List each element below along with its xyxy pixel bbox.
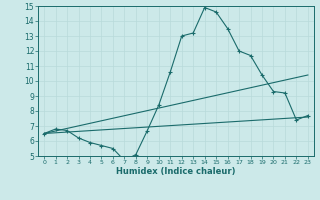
X-axis label: Humidex (Indice chaleur): Humidex (Indice chaleur) <box>116 167 236 176</box>
